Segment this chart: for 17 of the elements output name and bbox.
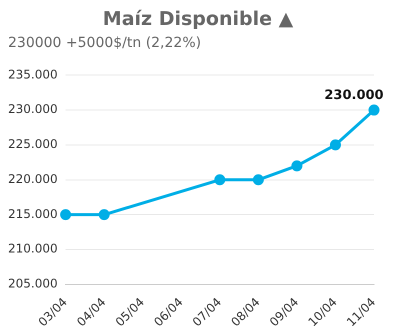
y-tick-label: 235.000 xyxy=(8,67,58,82)
y-tick-label: 230.000 xyxy=(8,102,58,116)
data-label: 230.000 xyxy=(324,88,384,103)
point xyxy=(60,209,72,220)
chart-subtitle: 230000 +5000$/tn (2,22%) xyxy=(8,35,202,51)
point xyxy=(368,104,380,116)
point xyxy=(291,160,302,172)
y-tick-label: 225.000 xyxy=(8,137,58,152)
point xyxy=(330,139,341,150)
y-tick-label: 210.000 xyxy=(8,242,58,256)
point xyxy=(252,174,264,186)
y-tick-label: 215.000 xyxy=(8,206,58,221)
y-tick-label: 205.000 xyxy=(8,276,58,290)
chart-title: Maíz Disponible ▲ xyxy=(102,8,294,30)
y-tick-label: 220.000 xyxy=(8,172,58,186)
point xyxy=(98,209,110,220)
point xyxy=(214,174,226,186)
